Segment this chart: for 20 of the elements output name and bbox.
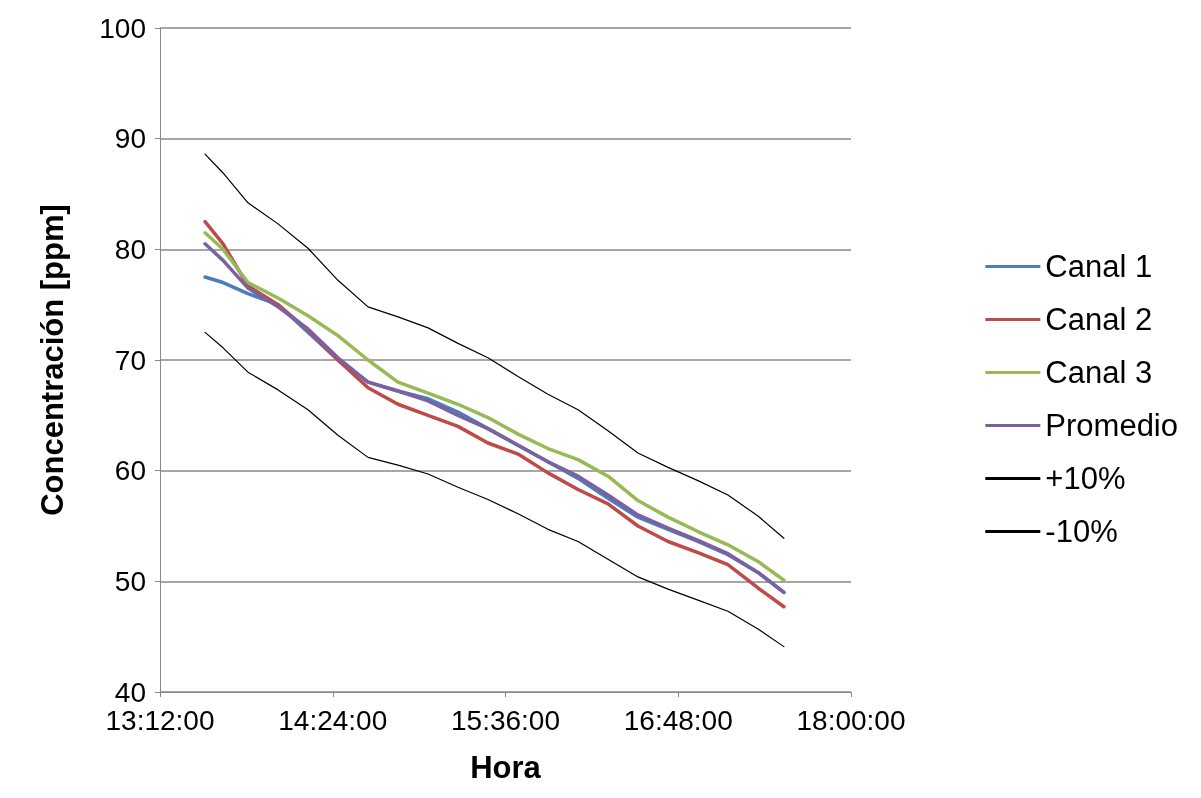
legend-label: Canal 1 — [1045, 249, 1153, 284]
y-tick-label: 80 — [114, 233, 146, 265]
x-tick-label: 16:48:00 — [623, 704, 733, 736]
legend-label: Promedio — [1045, 408, 1179, 443]
y-tick-label: 70 — [114, 344, 146, 376]
y-axis-title: Concentración [ppm] — [35, 204, 70, 516]
y-tick-label: 90 — [114, 123, 146, 155]
y-tick-label: 60 — [114, 455, 146, 487]
legend-label: Canal 2 — [1045, 302, 1153, 337]
x-axis-title: Hora — [470, 750, 542, 785]
line-series — [204, 153, 785, 539]
legend-label: +10% — [1045, 461, 1126, 496]
legend-label: Canal 3 — [1045, 355, 1153, 390]
y-tick-label: 50 — [114, 565, 146, 597]
x-tick-label: 15:36:00 — [451, 704, 560, 736]
legend-label: -10% — [1045, 514, 1118, 549]
x-tick-label: 14:24:00 — [278, 704, 388, 736]
y-tick-label: 100 — [99, 12, 146, 44]
line-series — [204, 331, 785, 648]
x-tick-label: 18:00:00 — [796, 704, 906, 736]
